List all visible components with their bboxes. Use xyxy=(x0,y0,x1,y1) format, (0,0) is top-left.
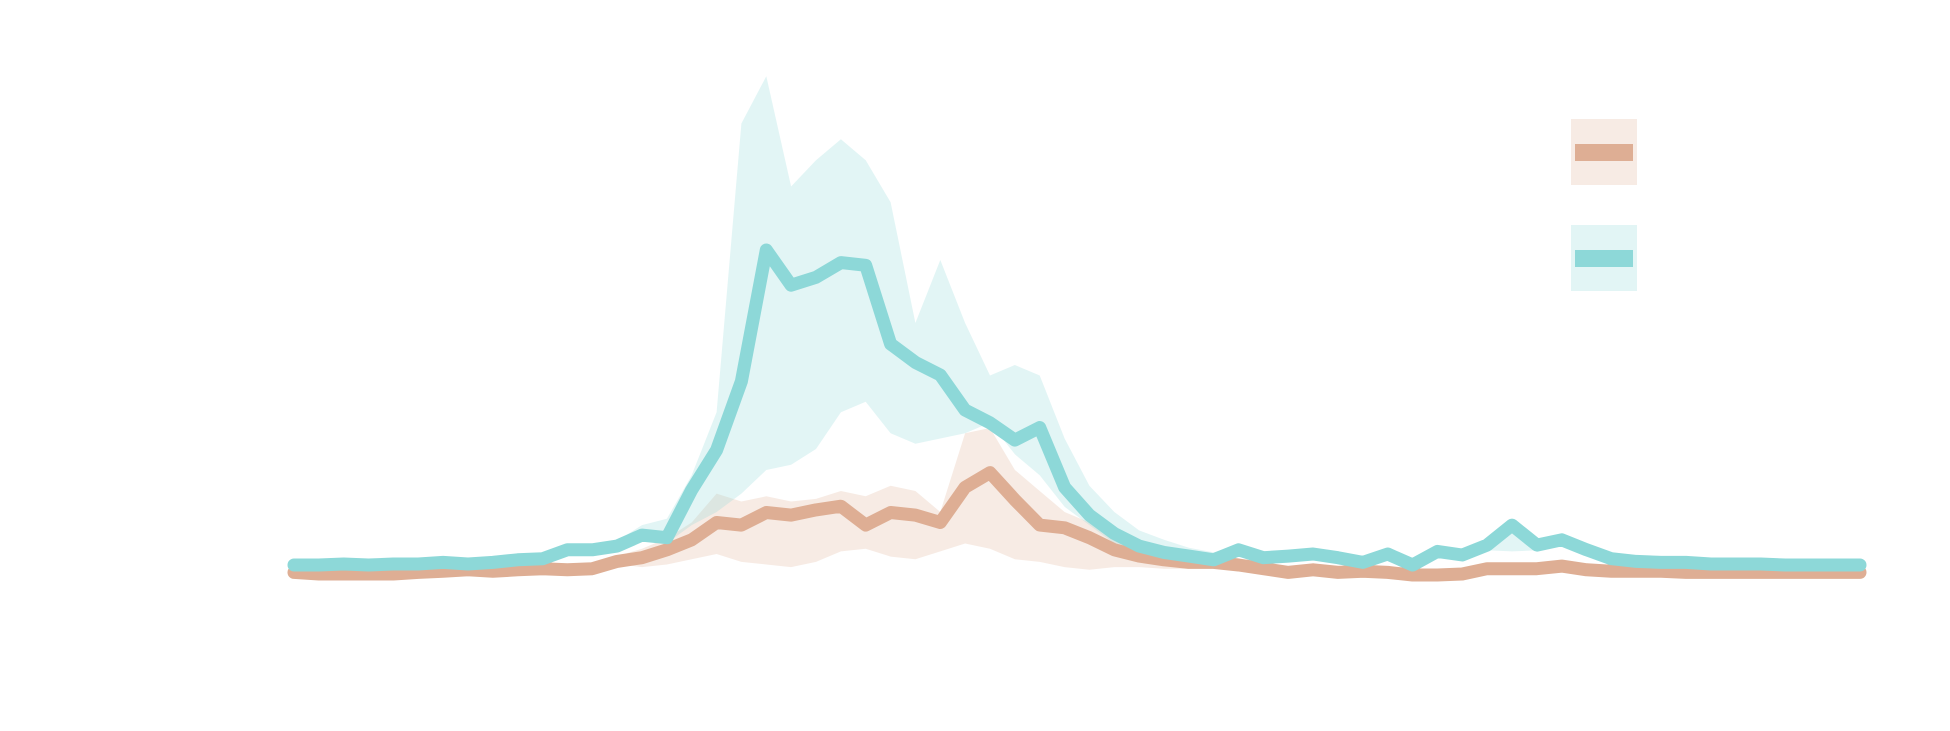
legend-swatch xyxy=(1575,144,1633,161)
range-band xyxy=(294,76,1860,571)
mean-line xyxy=(287,243,1867,572)
mean-line xyxy=(287,466,1867,582)
legend xyxy=(1571,119,1637,291)
legend-swatch xyxy=(1575,250,1633,267)
